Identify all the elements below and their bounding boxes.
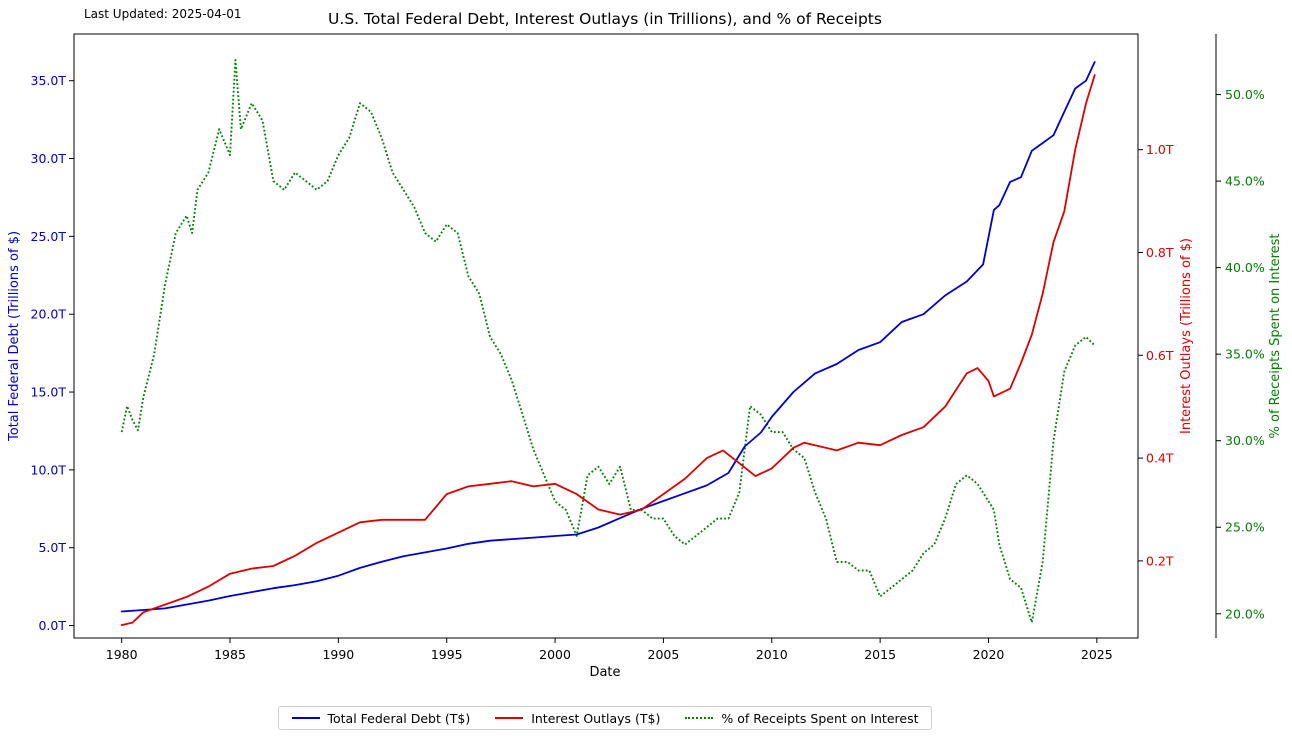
- legend-label-pct: % of Receipts Spent on Interest: [721, 710, 919, 726]
- x-tick-label: 2020: [973, 647, 1005, 662]
- left-tick-label: 15.0T: [31, 385, 67, 400]
- left-tick-label: 35.0T: [31, 73, 67, 88]
- legend-label-interest: Interest Outlays (T$): [531, 710, 661, 726]
- right2-tick-label: 50.0%: [1225, 87, 1265, 102]
- left-tick-label: 20.0T: [31, 307, 67, 322]
- left-tick-label: 30.0T: [31, 151, 67, 166]
- left-tick-label: 25.0T: [31, 229, 67, 244]
- right-axis-label: Interest Outlays (Trillions of $): [1179, 238, 1194, 434]
- legend-item-debt: Total Federal Debt (T$): [291, 710, 471, 726]
- legend-item-pct: % of Receipts Spent on Interest: [685, 710, 919, 726]
- right2-tick-label: 20.0%: [1225, 606, 1265, 621]
- right-tick-label: 0.4T: [1146, 451, 1174, 466]
- right2-tick-label: 30.0%: [1225, 433, 1265, 448]
- x-tick-label: 2005: [648, 647, 680, 662]
- series-line-pct: [120, 59, 1096, 624]
- plot-frame: [73, 33, 1139, 639]
- left-tick-label: 5.0T: [38, 540, 66, 555]
- right-tick-label: 0.2T: [1146, 553, 1174, 568]
- left-tick-label: 0.0T: [38, 618, 66, 633]
- axes-layer: 1980 1985 1990 1995 2000 2005 2010 2015 2020 2025…: [31, 33, 1265, 662]
- right-tick-label: 0.6T: [1146, 348, 1174, 363]
- right2-axis-label: % of Receipts Spent on Interest: [1268, 234, 1283, 439]
- x-axis-label: Date: [589, 665, 620, 680]
- x-tick-label: 2000: [539, 647, 571, 662]
- legend-label-debt: Total Federal Debt (T$): [327, 710, 471, 726]
- x-tick-label: 1990: [322, 647, 354, 662]
- left-axis-label: Total Federal Debt (Trillions of $): [7, 231, 22, 442]
- chart-canvas: 1980 1985 1990 1995 2000 2005 2010 2015 2020 2025…: [7, 33, 1283, 680]
- series-line-debt: [120, 61, 1096, 613]
- x-tick-label: 2025: [1081, 647, 1113, 662]
- last-updated: Last Updated: 2025-04-01: [84, 7, 242, 21]
- right2-tick-label: 35.0%: [1225, 347, 1265, 362]
- right2-tick-label: 45.0%: [1225, 174, 1265, 189]
- right-tick-label: 0.8T: [1146, 245, 1174, 260]
- legend-swatch-interest: [495, 717, 524, 719]
- legend: Total Federal Debt (T$) Interest Outlays…: [278, 706, 932, 730]
- series-line-interest: [120, 74, 1096, 626]
- legend-swatch-pct: [685, 717, 714, 719]
- x-tick-label: 2015: [864, 647, 896, 662]
- x-tick-label: 1980: [106, 647, 138, 662]
- right2-tick-label: 40.0%: [1225, 260, 1265, 275]
- x-tick-label: 1985: [214, 647, 246, 662]
- right2-tick-label: 25.0%: [1225, 520, 1265, 535]
- legend-item-interest: Interest Outlays (T$): [495, 711, 660, 726]
- series-layer: [120, 59, 1096, 626]
- x-tick-label: 1995: [431, 647, 463, 662]
- left-tick-label: 10.0T: [31, 462, 67, 477]
- legend-swatch-debt: [291, 717, 320, 719]
- right-tick-label: 1.0T: [1146, 142, 1174, 157]
- chart-title: U.S. Total Federal Debt, Interest Outlay…: [328, 10, 882, 28]
- x-tick-label: 2010: [756, 647, 788, 662]
